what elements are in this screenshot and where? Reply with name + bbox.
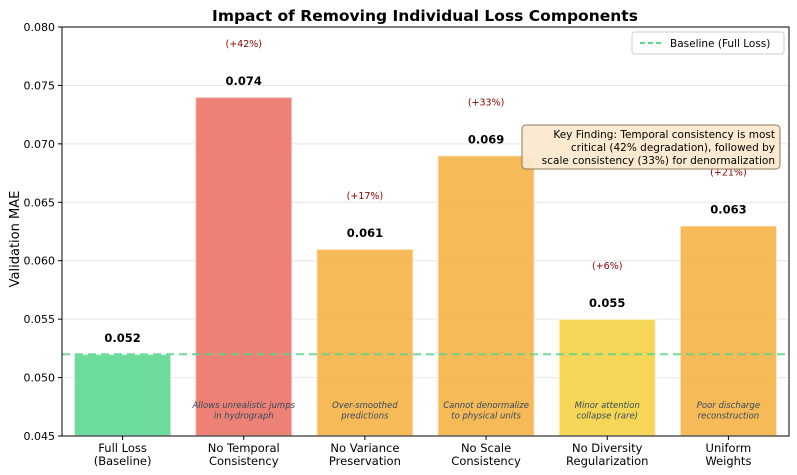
y-tick-label: 0.055 xyxy=(24,313,56,326)
key-finding-text: scale consistency (33%) for denormalizat… xyxy=(542,155,775,167)
x-tick-label: Uniform xyxy=(706,441,752,455)
y-tick-label: 0.075 xyxy=(24,79,56,92)
change-label: (+42%) xyxy=(226,39,263,50)
bar-annotation: in hydrograph xyxy=(214,412,274,422)
y-tick-label: 0.080 xyxy=(24,21,56,34)
x-tick-label: Consistency xyxy=(451,454,521,468)
bar-annotation: reconstruction xyxy=(698,412,760,422)
x-tick-label: Full Loss xyxy=(98,441,147,455)
value-label: 0.063 xyxy=(710,203,746,217)
key-finding-text: critical (42% degradation), followed by xyxy=(571,142,775,154)
x-tick-label: No Variance xyxy=(330,441,399,455)
bar-annotation: Poor discharge xyxy=(697,401,760,411)
change-label: (+21%) xyxy=(710,168,747,179)
bar-annotation: Cannot denormalize xyxy=(443,401,529,411)
value-label: 0.055 xyxy=(589,296,625,310)
x-tick-label: No Scale xyxy=(461,441,511,455)
x-tick-label: (Baseline) xyxy=(94,454,152,468)
key-finding-box xyxy=(521,124,781,170)
y-tick-label: 0.045 xyxy=(24,430,56,443)
bar xyxy=(73,353,173,438)
x-tick-label: No Diversity xyxy=(572,441,643,455)
legend-box xyxy=(631,31,785,55)
x-tick-label: Preservation xyxy=(329,454,401,468)
bar-annotation: predictions xyxy=(340,412,389,422)
chart-title: Impact of Removing Individual Loss Compo… xyxy=(212,7,638,25)
y-tick-label: 0.060 xyxy=(24,255,56,268)
value-label: 0.061 xyxy=(347,226,383,240)
value-label: 0.052 xyxy=(104,331,140,345)
y-tick-label: 0.050 xyxy=(24,372,56,385)
bar xyxy=(436,154,536,438)
bar-annotation: Minor attention xyxy=(575,401,640,411)
bar-annotation: Allows unrealistic jumps xyxy=(191,401,295,411)
y-tick-label: 0.070 xyxy=(24,138,56,151)
plot-frame xyxy=(61,26,790,437)
bar-annotation: Over-smoothed xyxy=(332,401,398,411)
x-tick-label: No Temporal xyxy=(208,441,280,455)
bar-annotation: collapse (rare) xyxy=(576,412,638,422)
legend-label: Baseline (Full Loss) xyxy=(670,38,770,50)
y-axis-label: Validation MAE xyxy=(8,191,23,288)
value-label: 0.074 xyxy=(226,74,262,88)
change-label: (+17%) xyxy=(347,191,384,202)
bar-annotation: to physical units xyxy=(451,412,521,422)
x-tick-label: Regularization xyxy=(566,454,648,468)
x-tick-label: Consistency xyxy=(209,454,279,468)
change-label: (+33%) xyxy=(468,98,505,109)
y-tick-label: 0.065 xyxy=(24,196,56,209)
key-finding-text: Key Finding: Temporal consistency is mos… xyxy=(553,129,775,141)
bar xyxy=(315,248,415,437)
bar xyxy=(194,96,294,437)
change-label: (+6%) xyxy=(592,261,622,272)
x-tick-label: Weights xyxy=(705,454,751,468)
bar xyxy=(678,224,778,437)
value-label: 0.069 xyxy=(468,133,504,147)
